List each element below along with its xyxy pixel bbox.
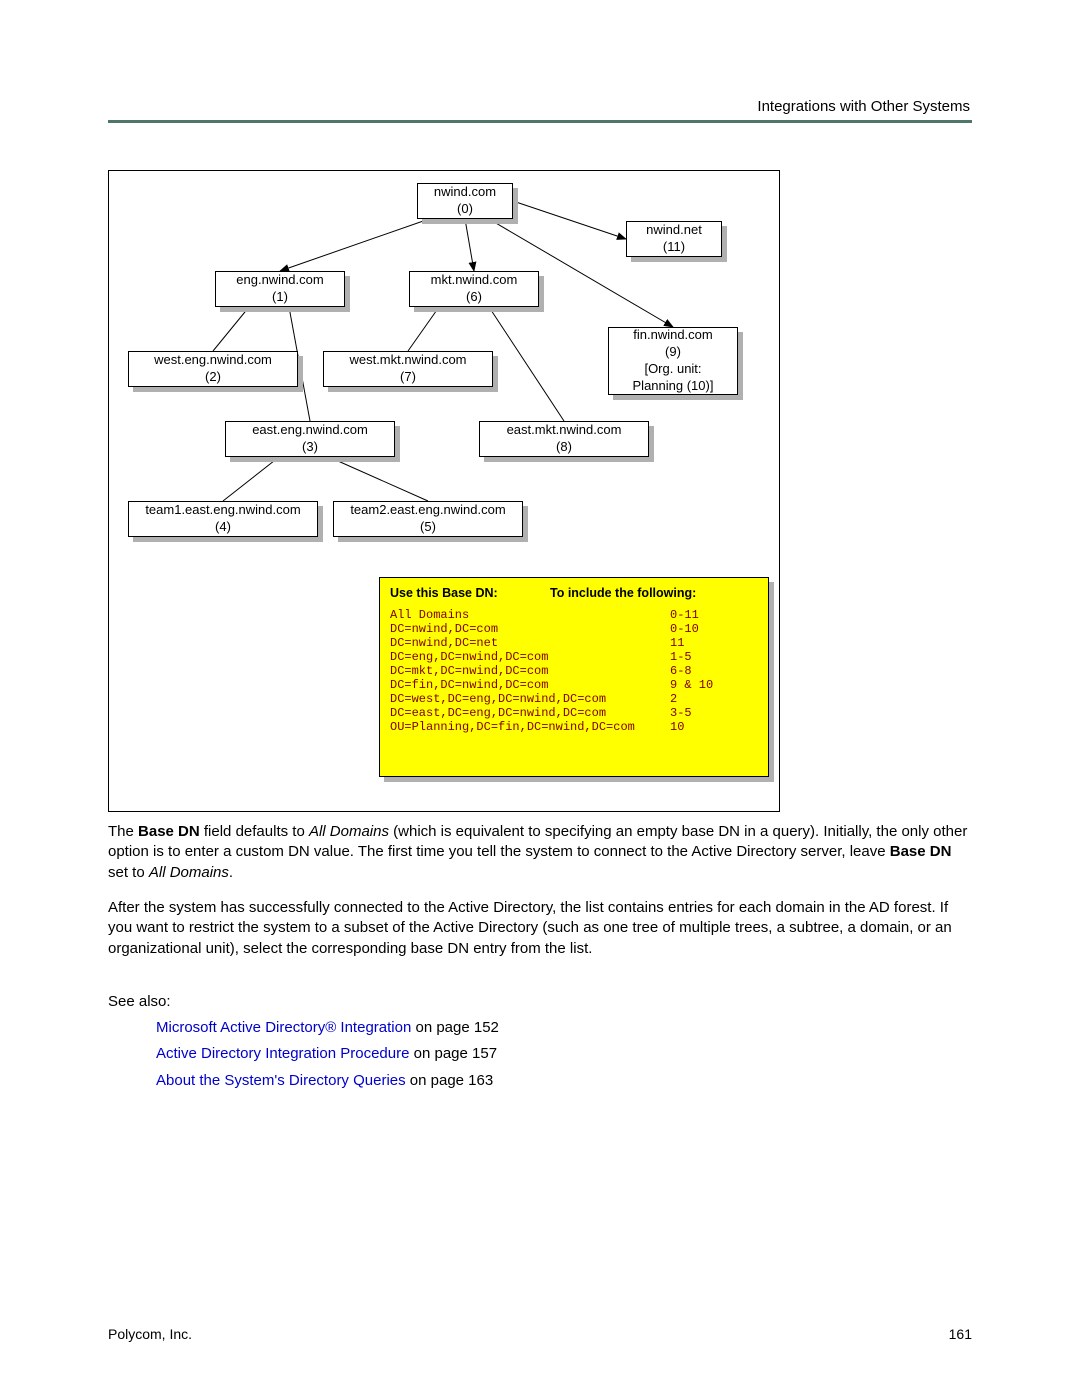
header-text: Integrations with Other Systems xyxy=(757,98,970,115)
legend-row: DC=east,DC=eng,DC=nwind,DC=com3-5 xyxy=(390,706,758,720)
legend-row: OU=Planning,DC=fin,DC=nwind,DC=com10 xyxy=(390,720,758,734)
tree-node: west.eng.nwind.com (2) xyxy=(128,351,298,387)
reference-link[interactable]: Active Directory Integration Procedure o… xyxy=(156,1044,972,1064)
see-also: See also: xyxy=(108,992,972,1012)
tree-node: eng.nwind.com (1) xyxy=(215,271,345,307)
legend-row: DC=mkt,DC=nwind,DC=com6-8 xyxy=(390,664,758,678)
footer-page-number: 161 xyxy=(949,1326,972,1342)
legend-row: DC=fin,DC=nwind,DC=com9 & 10 xyxy=(390,678,758,692)
tree-node: mkt.nwind.com (6) xyxy=(409,271,539,307)
legend-row: DC=eng,DC=nwind,DC=com1-5 xyxy=(390,650,758,664)
legend-row: DC=nwind,DC=com0-10 xyxy=(390,622,758,636)
legend-head-right: To include the following: xyxy=(550,586,696,600)
paragraph-1: The Base DN field defaults to All Domain… xyxy=(108,822,972,883)
tree-node: nwind.com (0) xyxy=(417,183,513,219)
footer-company: Polycom, Inc. xyxy=(108,1326,192,1342)
reference-link[interactable]: About the System's Directory Queries on … xyxy=(156,1071,972,1091)
tree-node: team1.east.eng.nwind.com (4) xyxy=(128,501,318,537)
legend-row: DC=west,DC=eng,DC=nwind,DC=com2 xyxy=(390,692,758,706)
legend-head-left: Use this Base DN: xyxy=(390,586,550,600)
page: Integrations with Other Systems nwind.co… xyxy=(0,0,1080,1397)
tree-node: fin.nwind.com (9) [Org. unit: Planning (… xyxy=(608,327,738,395)
diagram-frame: nwind.com (0) nwind.net (11) eng.nwind.com… xyxy=(108,170,780,812)
paragraph-2: After the system has successfully connec… xyxy=(108,898,972,959)
tree-node: team2.east.eng.nwind.com (5) xyxy=(333,501,523,537)
reference-link[interactable]: Microsoft Active Directory® Integration … xyxy=(156,1018,972,1038)
legend-row: DC=nwind,DC=net11 xyxy=(390,636,758,650)
tree-node: west.mkt.nwind.com (7) xyxy=(323,351,493,387)
legend-box: Use this Base DN: To include the followi… xyxy=(379,577,769,777)
tree-node: east.eng.nwind.com (3) xyxy=(225,421,395,457)
tree-node: nwind.net (11) xyxy=(626,221,722,257)
tree-node: east.mkt.nwind.com (8) xyxy=(479,421,649,457)
legend-row: All Domains0-11 xyxy=(390,608,758,622)
header-rule xyxy=(108,120,972,123)
